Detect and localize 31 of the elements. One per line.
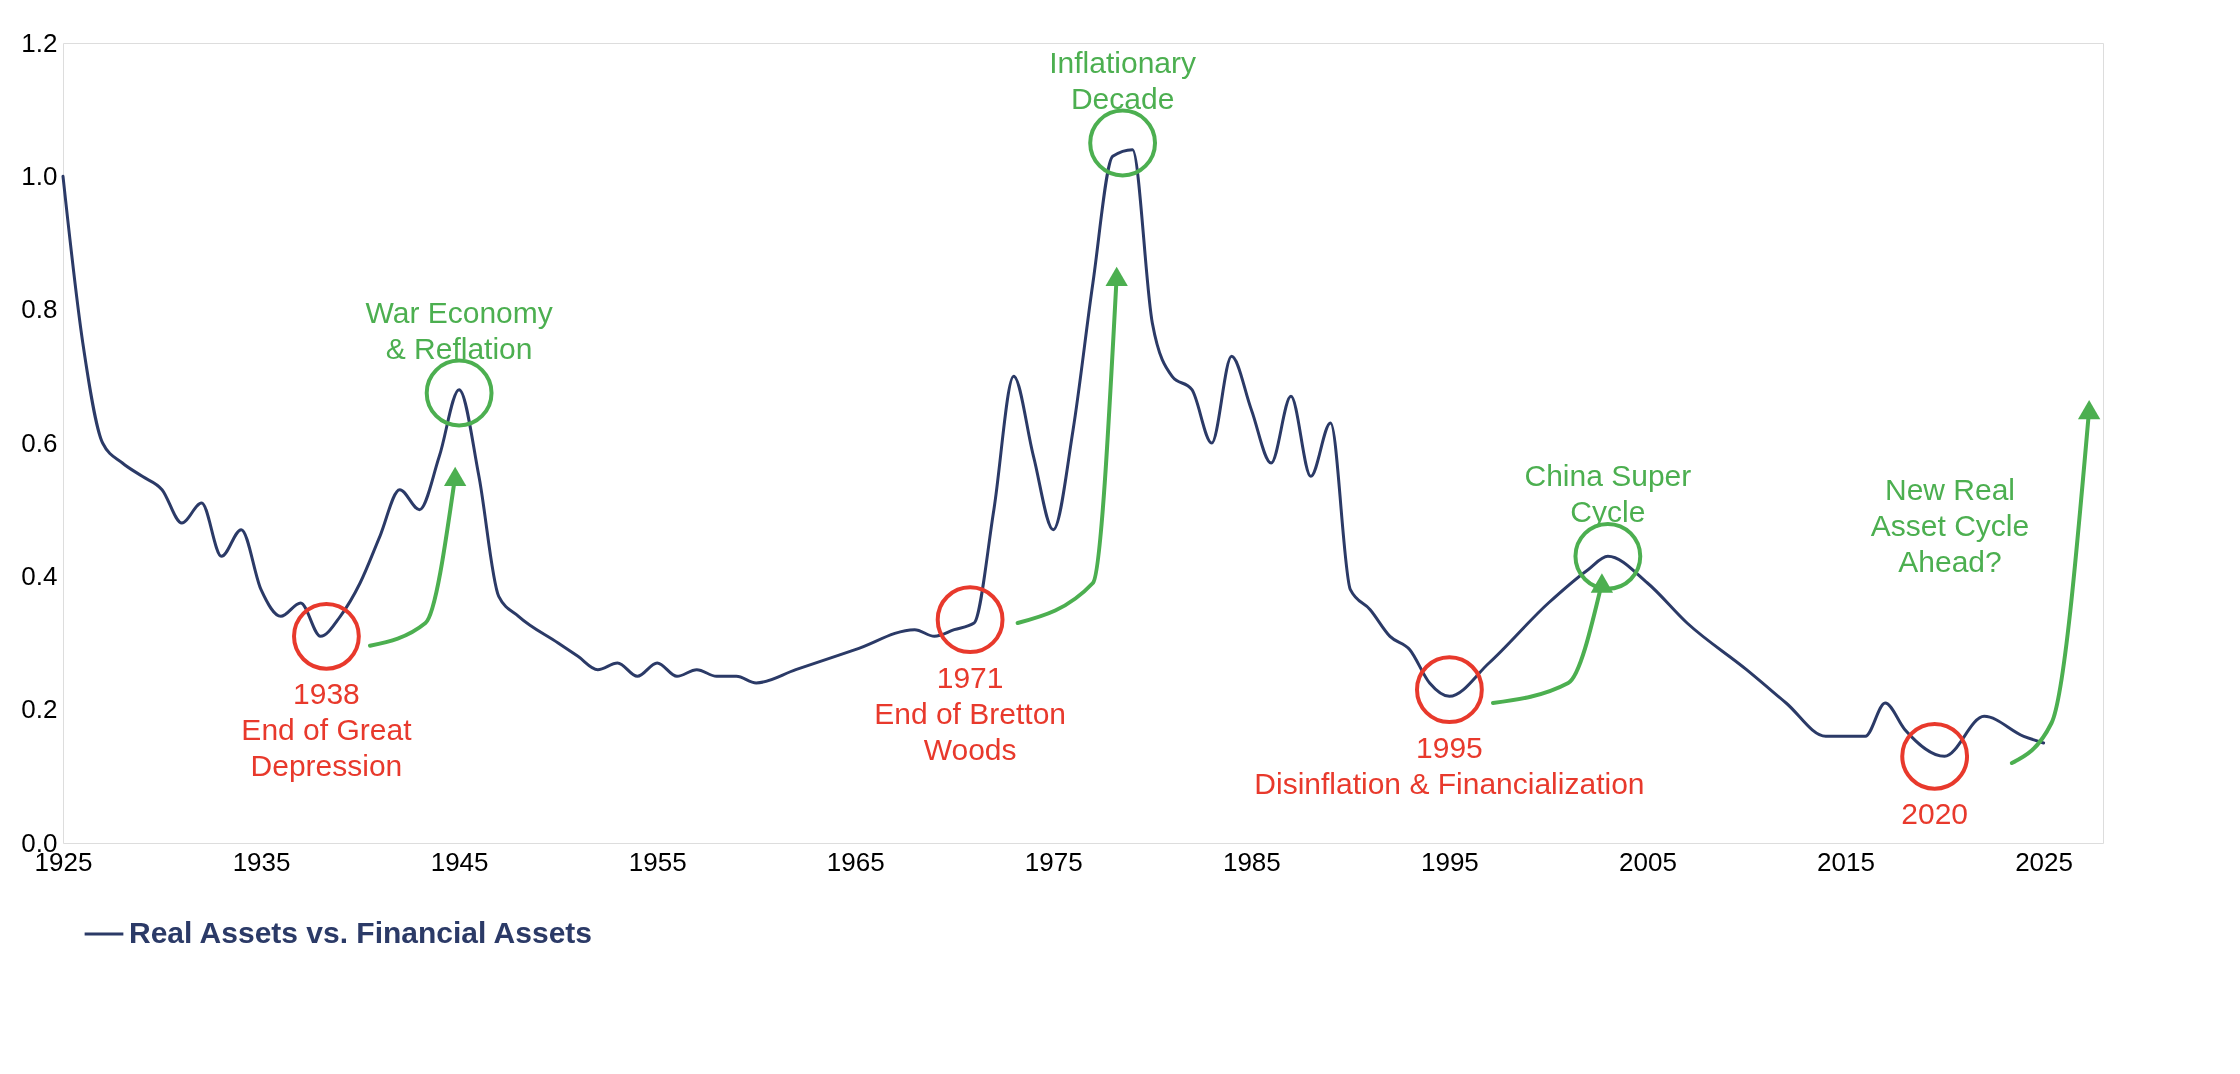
point [1415,655,1484,725]
x-tick-label: 2025 [2015,846,2073,877]
point [1900,721,1970,791]
x-tick-label: 1955 [628,846,687,877]
annotation: China Super Cycle [1524,459,1692,529]
x-tick-label: 2015 [1817,846,1875,877]
annotation: New Real Asset Cycle Ahead? [1870,473,2030,578]
x-tick-label: 1995 [1420,846,1479,877]
x-tick-label: 1965 [826,846,885,877]
x-tick-label: 1975 [1024,846,1083,877]
y-tick-label: 0.8 [21,294,58,325]
annotation: Inflationary Decade [1049,46,1196,115]
y-tick-label: 0.4 [21,560,58,591]
legend-label: Real Assets vs. Financial Assets [129,916,593,949]
y-tick-label: 1.2 [21,27,58,58]
point [935,585,1005,655]
annotation: War Economy & Reflation [365,296,553,365]
point [1088,108,1158,178]
point [424,358,494,428]
y-tick-label: 0.6 [21,427,58,458]
x-tick-label: 2005 [1619,846,1677,877]
annotation: 1938 End of Great Depression [241,677,413,783]
y-tick-label: 0.2 [21,694,58,725]
x-tick-label: 1945 [430,846,489,877]
y-tick-label: 1.0 [21,160,58,191]
annotation: 1971 End of Bretton Woods [874,660,1067,766]
annotation: 2020 [1901,797,1969,831]
x-tick-label: 1985 [1222,846,1281,877]
x-tick-label: 1935 [232,846,291,877]
annotation: 1995 Disinflation & Financialization [1254,730,1645,800]
point [292,601,361,671]
